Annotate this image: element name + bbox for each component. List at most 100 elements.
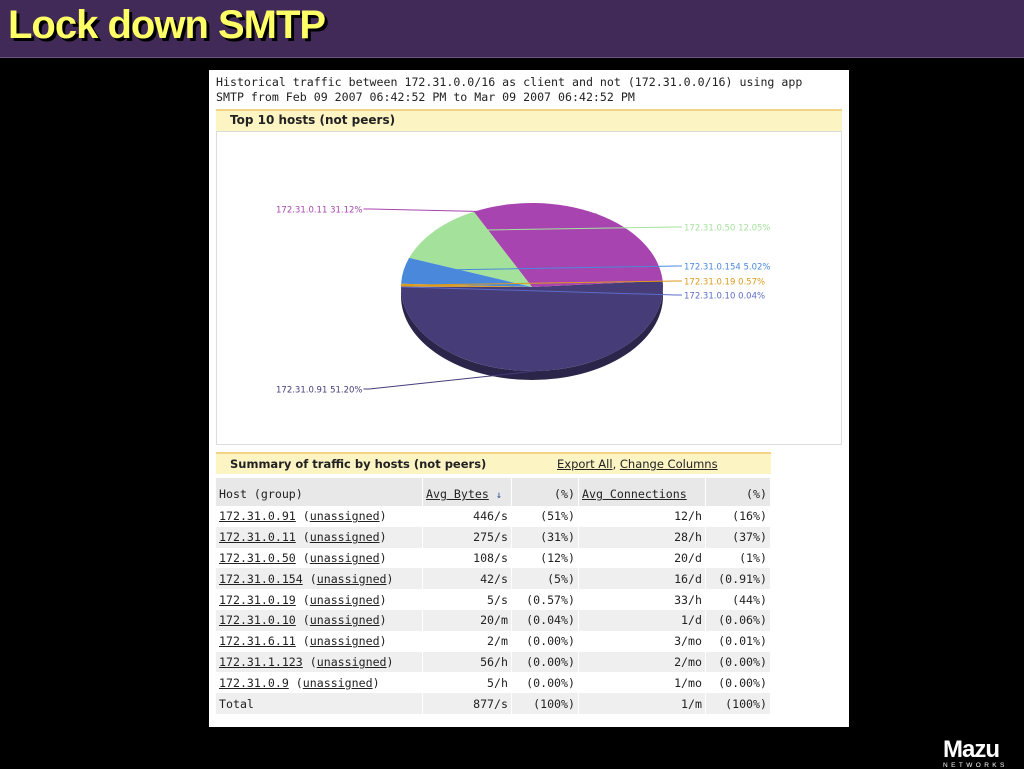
avg-connections-sort-link[interactable]: Avg Connections — [582, 487, 687, 501]
col-header-avg-connections[interactable]: Avg Connections — [579, 478, 706, 506]
host-link[interactable]: 172.31.0.10 — [219, 613, 296, 627]
total-avg-connections: 1/m — [579, 693, 706, 714]
group-link[interactable]: unassigned — [310, 613, 380, 627]
table-header-row: Host (group) Avg Bytes ↓ (%) Avg Connect… — [216, 478, 771, 506]
connections-pct-cell: (0.06%) — [706, 610, 771, 631]
pie-leader-line — [363, 371, 536, 389]
table-row: 172.31.0.154 (unassigned)42/s(5%)16/d(0.… — [216, 568, 771, 589]
group-link[interactable]: unassigned — [317, 655, 387, 669]
host-cell: 172.31.0.9 (unassigned) — [216, 672, 423, 693]
group-link[interactable]: unassigned — [310, 509, 380, 523]
connections-pct-cell: (0.00%) — [706, 652, 771, 673]
table-row: 172.31.0.9 (unassigned)5/h(0.00%)1/mo(0.… — [216, 672, 771, 693]
avg-bytes-cell: 56/h — [423, 652, 512, 673]
host-cell: 172.31.0.11 (unassigned) — [216, 527, 423, 548]
table-row: 172.31.6.11 (unassigned)2/m(0.00%)3/mo(0… — [216, 631, 771, 652]
connections-pct-cell: (44%) — [706, 589, 771, 610]
avg-connections-cell: 16/d — [579, 568, 706, 589]
table-row: 172.31.0.10 (unassigned)20/m(0.04%)1/d(0… — [216, 610, 771, 631]
col-header-conn-pct: (%) — [706, 478, 771, 506]
host-link[interactable]: 172.31.1.123 — [219, 655, 303, 669]
bytes-pct-cell: (0.00%) — [512, 652, 579, 673]
summary-heading-text: Summary of traffic by hosts (not peers) — [230, 457, 486, 471]
avg-connections-cell: 20/d — [579, 548, 706, 569]
avg-connections-cell: 1/mo — [579, 672, 706, 693]
pie-slice — [401, 281, 663, 371]
avg-connections-cell: 28/h — [579, 527, 706, 548]
table-row: 172.31.0.19 (unassigned)5/s(0.57%)33/h(4… — [216, 589, 771, 610]
avg-bytes-cell: 446/s — [423, 506, 512, 527]
table-body: 172.31.0.91 (unassigned)446/s(51%)12/h(1… — [216, 506, 771, 714]
col-header-host[interactable]: Host (group) — [216, 478, 423, 506]
avg-bytes-cell: 5/s — [423, 589, 512, 610]
host-link[interactable]: 172.31.0.154 — [219, 572, 303, 586]
total-label: Total — [216, 693, 423, 714]
export-all-link[interactable]: Export All — [557, 457, 613, 471]
group-link[interactable]: unassigned — [310, 634, 380, 648]
title-bar: Lock down SMTP — [0, 0, 1024, 58]
host-cell: 172.31.0.19 (unassigned) — [216, 589, 423, 610]
avg-connections-cell: 12/h — [579, 506, 706, 527]
connections-pct-cell: (16%) — [706, 506, 771, 527]
pie-slice-label: 172.31.0.91 51.20% — [276, 386, 362, 396]
table-row: 172.31.0.91 (unassigned)446/s(51%)12/h(1… — [216, 506, 771, 527]
host-link[interactable]: 172.31.0.19 — [219, 593, 296, 607]
host-cell: 172.31.0.91 (unassigned) — [216, 506, 423, 527]
avg-bytes-sort-link[interactable]: Avg Bytes — [426, 487, 489, 501]
host-link[interactable]: 172.31.0.50 — [219, 551, 296, 565]
group-link[interactable]: unassigned — [310, 530, 380, 544]
avg-connections-cell: 33/h — [579, 589, 706, 610]
host-link[interactable]: 172.31.0.91 — [219, 509, 296, 523]
pie-slice-label: 172.31.0.50 12.05% — [684, 224, 770, 234]
avg-connections-cell: 2/mo — [579, 652, 706, 673]
table-row: 172.31.0.50 (unassigned)108/s(12%)20/d(1… — [216, 548, 771, 569]
connections-pct-cell: (0.91%) — [706, 568, 771, 589]
host-cell: 172.31.6.11 (unassigned) — [216, 631, 423, 652]
bytes-pct-cell: (0.04%) — [512, 610, 579, 631]
avg-connections-cell: 1/d — [579, 610, 706, 631]
host-cell: 172.31.1.123 (unassigned) — [216, 652, 423, 673]
summary-links: Export All, Change Columns — [557, 457, 718, 471]
connections-pct-cell: (37%) — [706, 527, 771, 548]
connections-pct-cell: (0.00%) — [706, 672, 771, 693]
pie-chart-container: 172.31.0.91 51.20% 172.31.0.11 31.12% 172.… — [216, 131, 842, 445]
bytes-pct-cell: (5%) — [512, 568, 579, 589]
avg-bytes-cell: 275/s — [423, 527, 512, 548]
bytes-pct-cell: (31%) — [512, 527, 579, 548]
pie-slice-label: 172.31.0.154 5.02% — [684, 263, 770, 273]
pie-slice-label: 172.31.0.10 0.04% — [684, 292, 765, 302]
avg-bytes-cell: 108/s — [423, 548, 512, 569]
slide-title: Lock down SMTP — [8, 3, 325, 48]
bytes-pct-cell: (0.00%) — [512, 631, 579, 652]
avg-bytes-cell: 20/m — [423, 610, 512, 631]
avg-connections-cell: 3/mo — [579, 631, 706, 652]
pie-slice-label: 172.31.0.19 0.57% — [684, 278, 765, 288]
sort-descending-icon: ↓ — [496, 490, 502, 501]
host-cell: 172.31.0.10 (unassigned) — [216, 610, 423, 631]
host-link[interactable]: 172.31.6.11 — [219, 634, 296, 648]
group-link[interactable]: unassigned — [310, 593, 380, 607]
host-link[interactable]: 172.31.0.9 — [219, 676, 289, 690]
col-header-avg-bytes[interactable]: Avg Bytes ↓ — [423, 478, 512, 506]
change-columns-link[interactable]: Change Columns — [620, 457, 718, 471]
total-bytes-pct: (100%) — [512, 693, 579, 714]
host-link[interactable]: 172.31.0.11 — [219, 530, 296, 544]
logo-wordmark: Mazu — [943, 738, 1021, 762]
mazu-networks-logo: Mazu NETWORKS — [943, 738, 1021, 766]
caption-line-2: SMTP from Feb 09 2007 06:42:52 PM to Mar… — [216, 90, 841, 105]
bytes-pct-cell: (12%) — [512, 548, 579, 569]
bytes-pct-cell: (0.57%) — [512, 589, 579, 610]
table-row: 172.31.0.11 (unassigned)275/s(31%)28/h(3… — [216, 527, 771, 548]
total-connections-pct: (100%) — [706, 693, 771, 714]
group-link[interactable]: unassigned — [317, 572, 387, 586]
avg-bytes-cell: 5/h — [423, 672, 512, 693]
host-cell: 172.31.0.50 (unassigned) — [216, 548, 423, 569]
col-header-bytes-pct: (%) — [512, 478, 579, 506]
group-link[interactable]: unassigned — [303, 676, 373, 690]
table-row: 172.31.1.123 (unassigned)56/h(0.00%)2/mo… — [216, 652, 771, 673]
group-link[interactable]: unassigned — [310, 551, 380, 565]
summary-table: Host (group) Avg Bytes ↓ (%) Avg Connect… — [216, 478, 771, 714]
report-caption: Historical traffic between 172.31.0.0/16… — [216, 75, 841, 105]
avg-bytes-cell: 2/m — [423, 631, 512, 652]
pie-slice-label: 172.31.0.11 31.12% — [276, 206, 362, 216]
